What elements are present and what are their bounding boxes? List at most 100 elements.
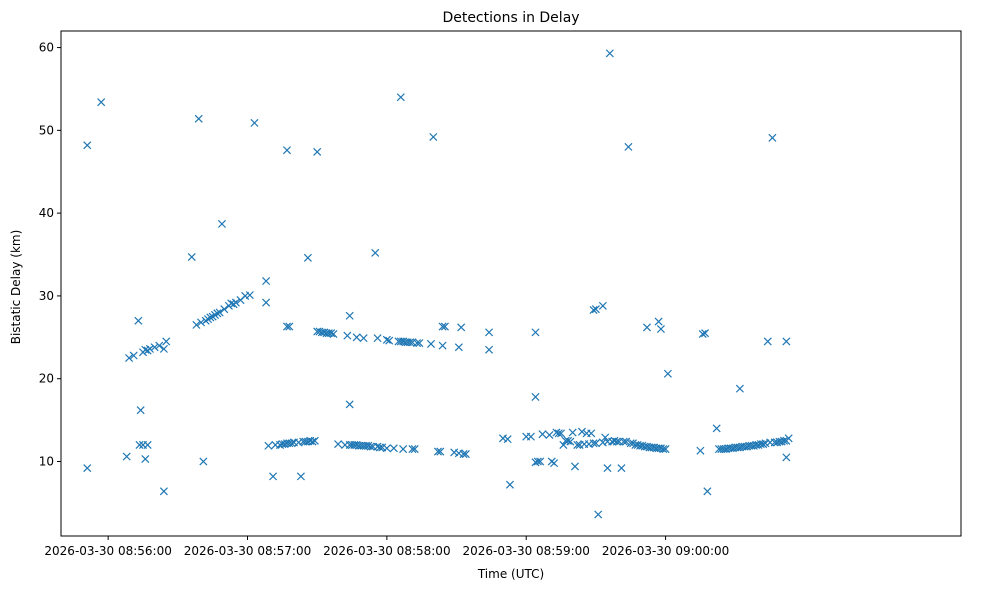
data-point-marker (612, 437, 621, 446)
data-point-marker (406, 338, 415, 347)
data-point-marker (759, 440, 768, 449)
x-tick-label: 2026-03-30 08:59:00 (462, 544, 589, 558)
data-point-marker (303, 253, 312, 262)
data-point-marker (624, 142, 633, 151)
y-tick-label: 60 (39, 41, 54, 55)
chart-title: Detections in Delay (442, 10, 579, 26)
data-point-marker (83, 141, 92, 150)
plot-area: 10 20 30 40 50 60 2026-03-30 08:56:00 2026-03-3… (39, 30, 962, 558)
data-point-marker (213, 309, 222, 318)
data-point-marker (550, 459, 559, 468)
data-point-marker (696, 446, 705, 455)
data-point-marker (782, 337, 791, 346)
data-point-marker (389, 444, 398, 453)
data-point-marker (215, 308, 224, 317)
data-point-marker (352, 333, 361, 342)
data-point-marker (526, 432, 535, 441)
data-point-marker (598, 301, 607, 310)
data-point-marker (735, 384, 744, 393)
data-point-marker (206, 313, 215, 322)
data-point-marker (589, 305, 598, 315)
data-point-marker (429, 132, 438, 141)
x-tick-label: 2026-03-30 08:58:00 (323, 544, 450, 558)
data-point-marker (594, 510, 603, 519)
data-point-marker (503, 435, 512, 444)
data-point-marker (505, 480, 514, 489)
data-point-marker (656, 325, 665, 334)
data-point-marker (782, 453, 791, 462)
data-point-marker (327, 329, 336, 338)
data-point-marker (159, 487, 168, 496)
data-point-marker (366, 442, 375, 451)
data-point-marker (343, 331, 352, 340)
data-point-marker (457, 323, 466, 332)
x-axis-label: Time (UTC) (477, 567, 544, 581)
data-point-marker (459, 450, 468, 459)
data-point-marker (573, 440, 582, 449)
data-point-marker (329, 329, 338, 339)
data-point-marker (382, 335, 391, 344)
y-tick-label: 50 (39, 123, 54, 137)
data-point-marker (701, 329, 710, 338)
data-point-marker (313, 147, 322, 156)
data-point-marker (531, 392, 540, 401)
data-point-marker (97, 98, 106, 107)
data-point-marker (359, 334, 368, 343)
data-point-marker (199, 457, 208, 466)
data-point-marker (192, 320, 201, 329)
data-point-marker (698, 329, 707, 339)
y-tick-label: 20 (39, 372, 54, 386)
data-point-marker (245, 291, 254, 300)
data-point-marker (262, 276, 271, 286)
data-point-marker (440, 322, 449, 331)
data-point-marker (589, 439, 598, 448)
data-point-marker (626, 439, 635, 448)
data-point-marker (408, 445, 417, 454)
y-axis-label: Bistatic Delay (km) (9, 230, 23, 345)
data-point-marker (563, 436, 573, 445)
axes-frame (60, 30, 962, 537)
data-point-marker (396, 93, 405, 102)
data-point-marker (415, 339, 424, 348)
data-point-marker (566, 437, 575, 446)
data-point-marker (143, 440, 152, 449)
data-point-marker (282, 322, 292, 331)
data-point-marker (373, 334, 382, 343)
data-point-marker (371, 248, 380, 257)
data-point-marker (712, 424, 721, 433)
data-point-marker (285, 322, 294, 331)
data-point-marker (601, 433, 610, 442)
data-point-marker (577, 427, 586, 436)
data-point-marker (287, 439, 296, 448)
data-point-marker (617, 464, 626, 473)
data-point-marker (554, 429, 563, 438)
data-point-marker (197, 318, 206, 327)
data-point-marker (345, 400, 354, 409)
data-point-marker (134, 316, 143, 325)
data-point-marker (622, 437, 631, 446)
data-point-marker (159, 344, 168, 353)
data-point-marker (145, 344, 154, 353)
data-point-marker (784, 434, 793, 443)
y-tick-label: 30 (39, 289, 54, 303)
data-point-marker (296, 472, 305, 481)
data-point-marker (162, 337, 171, 346)
x-tick-label: 2026-03-30 08:57:00 (184, 544, 311, 558)
data-point-marker (768, 133, 777, 142)
data-point-marker (141, 454, 150, 464)
data-point-marker (779, 436, 789, 445)
data-point-marker (382, 444, 391, 453)
data-point-marker (438, 322, 447, 331)
data-point-marker (155, 341, 164, 350)
data-point-marker (264, 441, 273, 450)
data-point-marker (619, 437, 628, 446)
data-point-marker (334, 440, 343, 449)
data-point-marker (345, 311, 354, 320)
data-point-marker (557, 429, 566, 438)
data-point-marker (194, 114, 203, 123)
data-point-marker (269, 472, 278, 481)
data-point-marker (485, 345, 494, 354)
data-point-marker (135, 440, 144, 449)
data-point-marker (217, 219, 226, 228)
